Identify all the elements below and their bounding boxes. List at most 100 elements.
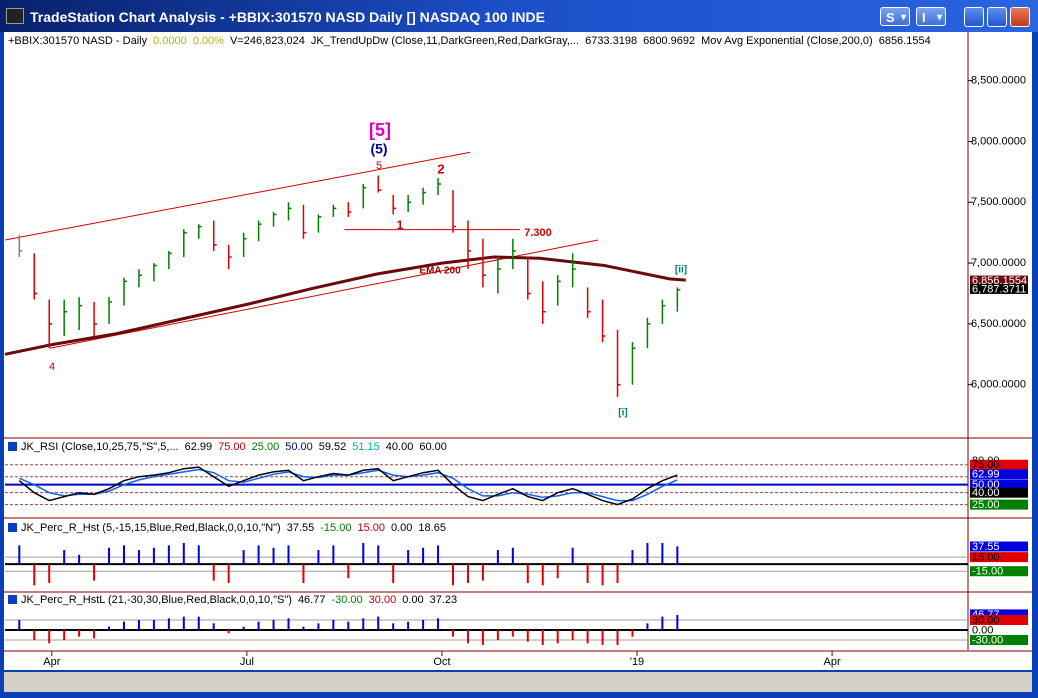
hist-bar <box>137 620 140 630</box>
trendline <box>4 151 470 241</box>
hist-bar <box>287 618 290 630</box>
status-bar <box>4 672 1032 692</box>
hist-bar <box>212 564 215 581</box>
wave-label: 7.300 <box>524 227 552 239</box>
hist-bar <box>347 621 350 630</box>
header-item: 6733.3198 <box>585 35 638 47</box>
hist-bar <box>496 630 499 640</box>
hist-bar <box>33 630 36 640</box>
hist-bar <box>511 547 514 565</box>
value-box-label: 37.55 <box>972 541 1000 553</box>
hist-bar <box>137 550 140 565</box>
value-box <box>970 275 1028 286</box>
hist-bar <box>332 620 335 630</box>
maximize-button[interactable] <box>987 7 1007 27</box>
value-box <box>970 499 1028 510</box>
s-menu-button[interactable]: S <box>880 7 910 27</box>
hist-bar <box>48 564 51 583</box>
hist-bar <box>257 621 260 630</box>
hist-bar <box>556 564 559 579</box>
hist-bar <box>377 545 380 565</box>
header-item: 51.15 <box>352 441 380 453</box>
hist-bar <box>93 630 96 639</box>
hist-bar <box>541 564 544 586</box>
header-item: 30.00 <box>368 594 397 606</box>
perc-header: JK_Perc_R_Hst (5,-15,15,Blue,Red,Black,0… <box>8 522 452 534</box>
hist-bar <box>466 630 469 644</box>
hist-bar <box>452 630 455 637</box>
hist-bar <box>407 621 410 630</box>
hist-bar <box>571 630 574 640</box>
y-tick-label: 6,000.0000 <box>971 379 1026 391</box>
value-box-label: 30.00 <box>972 614 1000 626</box>
hist-bar <box>437 545 440 565</box>
hist-bar <box>63 630 66 640</box>
hist-bar <box>197 545 200 565</box>
hist-bar <box>93 564 96 581</box>
y-tick-label: 7,500.0000 <box>971 196 1026 208</box>
header-item: -30.00 <box>331 594 363 606</box>
hist-bar <box>631 630 634 637</box>
hist-bar <box>511 630 514 637</box>
hist-bar <box>152 547 155 565</box>
header-item: 6800.9692 <box>643 35 696 47</box>
hist-bar <box>242 626 245 630</box>
wave-label: 1 <box>397 218 404 232</box>
minimize-button[interactable] <box>964 7 984 27</box>
hist-bar <box>18 620 21 630</box>
header-item: 0.00% <box>192 35 224 47</box>
header-item: +BBIX:301570 NASD - Daily <box>8 35 148 47</box>
wave-label: (5) <box>370 141 387 157</box>
hist-bar <box>481 564 484 581</box>
hist-bar <box>182 616 185 630</box>
value-box <box>970 541 1028 552</box>
hist-bar <box>676 546 679 565</box>
hist-bar <box>242 550 245 565</box>
value-box <box>970 469 1028 480</box>
i-menu-button[interactable]: I <box>916 7 946 27</box>
header-item: 46.77 <box>297 594 326 606</box>
hist-bar <box>661 543 664 565</box>
header-item: JK_RSI (Close,10,25,75,"S",5,... <box>21 441 179 453</box>
hist-bar <box>422 547 425 565</box>
value-box <box>970 487 1028 498</box>
x-tick-label: '19 <box>630 656 644 668</box>
hist-bar <box>122 545 125 565</box>
value-box <box>970 479 1028 490</box>
value-box-label: -15.00 <box>972 566 1003 578</box>
hist-bar <box>302 564 305 583</box>
title-bar: TradeStation Chart Analysis - +BBIX:3015… <box>0 0 1038 32</box>
y-tick-label: 8,500.0000 <box>971 75 1026 87</box>
value-box <box>970 635 1028 645</box>
hist-bar <box>167 618 170 630</box>
hist-bar <box>392 623 395 630</box>
hist-bar <box>392 564 395 583</box>
hist-bar <box>122 621 125 630</box>
hist-bar <box>332 545 335 565</box>
hist-bar <box>616 564 619 583</box>
percl-header: JK_Perc_R_HstL (21,-30,30,Blue,Red,Black… <box>8 594 463 606</box>
value-box-label: 0.00 <box>972 624 993 636</box>
hist-bar <box>63 550 66 565</box>
hist-bar <box>18 545 21 565</box>
value-box-label: 40.00 <box>972 487 1000 499</box>
hist-bar <box>496 550 499 565</box>
hist-bar <box>601 630 604 645</box>
header-item: 50.00 <box>285 441 313 453</box>
header-item: 0.00 <box>402 594 424 606</box>
value-box-label: 62.99 <box>972 469 1000 481</box>
hist-bar <box>362 543 365 565</box>
header-item: 75.00 <box>218 441 246 453</box>
hist-bar <box>377 616 380 630</box>
hist-bar <box>466 564 469 583</box>
x-tick-label: Oct <box>433 656 450 668</box>
header-item: 15.00 <box>357 522 385 534</box>
close-button[interactable] <box>1010 7 1030 27</box>
header-item: V=246,823,024 <box>229 35 305 47</box>
hist-bar <box>317 623 320 630</box>
hist-bar <box>347 564 350 579</box>
value-box <box>970 625 1028 635</box>
y-tick-label: 7,000.0000 <box>971 257 1026 269</box>
hist-bar <box>526 630 529 642</box>
